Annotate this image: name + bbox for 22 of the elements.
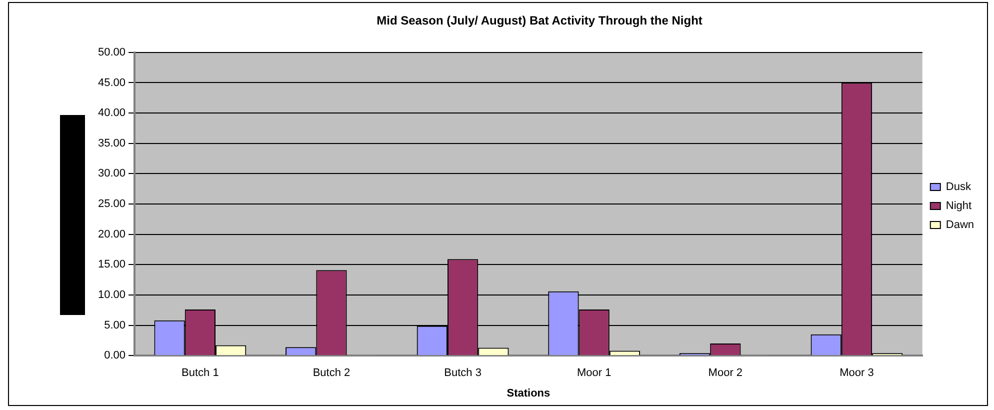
y-tick-label: 45.00 — [98, 76, 126, 89]
y-tick-label: 15.00 — [98, 258, 126, 271]
y-tick-label: 5.00 — [104, 319, 126, 332]
y-tick-label: 0.00 — [104, 350, 126, 362]
x-tick-label: Moor 3 — [840, 367, 874, 380]
x-tick-label: Butch 3 — [444, 367, 482, 380]
x-tick-label: Butch 2 — [312, 367, 350, 380]
y-tick-label: 20.00 — [98, 228, 126, 240]
y-tick-label: 25.00 — [98, 198, 126, 210]
legend-label: Dusk — [946, 181, 972, 194]
y-tick-label: 35.00 — [98, 137, 126, 150]
y-tick-label: 50.00 — [98, 46, 126, 58]
y-tick-label: 40.00 — [98, 107, 126, 120]
x-tick-label: Moor 2 — [708, 367, 743, 380]
chart-title: Mid Season (July/ August) Bat Activity Through the Night — [376, 14, 702, 28]
x-tick-label: Butch 1 — [182, 367, 219, 380]
y-tick-label: 10.00 — [98, 288, 126, 301]
x-tick-label: Moor 1 — [576, 367, 612, 380]
legend-label: Dawn — [946, 219, 974, 232]
legend-label: Night — [946, 200, 972, 212]
x-axis-title: Stations — [506, 387, 550, 400]
y-tick-label: 30.00 — [98, 168, 126, 180]
